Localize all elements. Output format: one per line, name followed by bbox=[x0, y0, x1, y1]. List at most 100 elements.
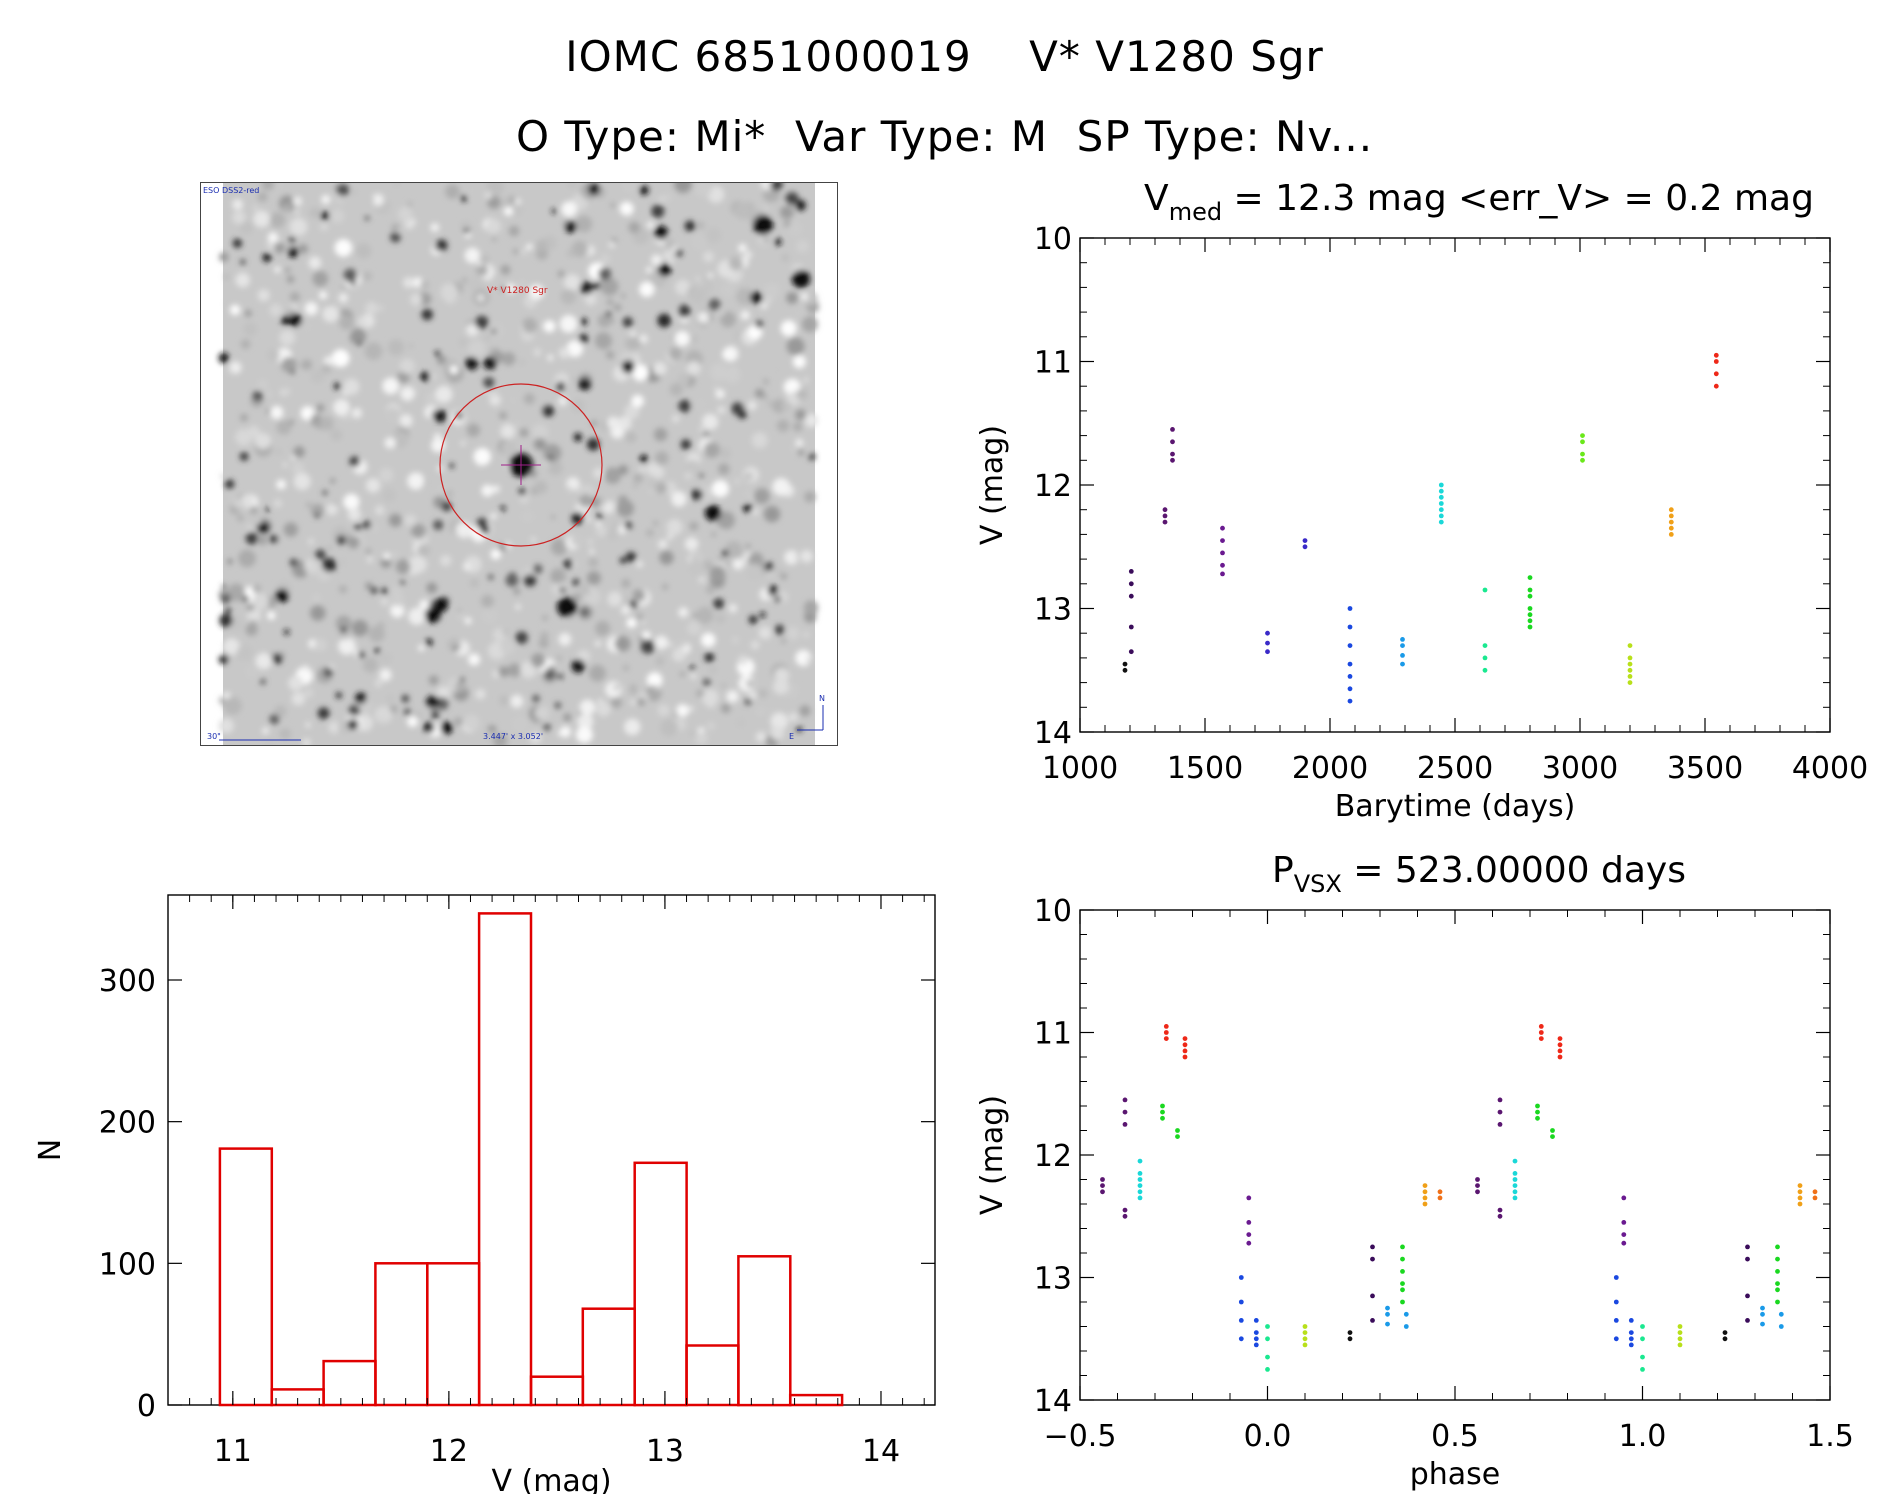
sky-noise-blob bbox=[795, 438, 804, 447]
sky-noise-blob bbox=[270, 405, 284, 420]
sky-noise-blob bbox=[289, 526, 296, 533]
sky-noise-blob bbox=[257, 289, 270, 302]
star bbox=[532, 694, 540, 703]
data-point bbox=[1302, 1342, 1308, 1348]
sky-noise-blob bbox=[515, 421, 521, 426]
bright-star bbox=[425, 607, 441, 623]
data-point bbox=[1347, 698, 1353, 704]
target-label: V* V1280 Sgr bbox=[487, 286, 548, 296]
bright-star bbox=[705, 505, 721, 521]
star bbox=[680, 439, 691, 450]
data-point bbox=[1122, 1207, 1128, 1213]
sky-noise-blob bbox=[748, 552, 764, 568]
sky-noise-blob bbox=[226, 301, 231, 307]
sky-noise-blob bbox=[489, 394, 501, 406]
sky-noise-blob bbox=[575, 726, 593, 744]
histogram-bar bbox=[218, 1147, 274, 1407]
sky-noise-blob bbox=[531, 653, 546, 668]
sky-noise-blob bbox=[408, 607, 426, 625]
star bbox=[275, 588, 289, 603]
sky-noise-blob bbox=[252, 592, 269, 610]
sky-noise-blob bbox=[653, 520, 659, 526]
data-point bbox=[1437, 1195, 1443, 1201]
sky-noise-blob bbox=[585, 516, 592, 523]
sky-noise-blob bbox=[678, 373, 690, 386]
star bbox=[768, 585, 778, 596]
data-point bbox=[1475, 1183, 1480, 1188]
sky-noise-blob bbox=[312, 270, 329, 287]
sky-noise-blob bbox=[595, 521, 601, 527]
sky-noise-blob bbox=[715, 614, 726, 624]
y-tick-label: 14 bbox=[1034, 1384, 1072, 1419]
star bbox=[625, 551, 637, 563]
data-point bbox=[1527, 618, 1533, 624]
bright-star bbox=[753, 215, 773, 235]
sky-noise-blob bbox=[614, 635, 631, 652]
data-point bbox=[1385, 1321, 1390, 1327]
data-point bbox=[1170, 439, 1175, 445]
sky-noise-blob bbox=[286, 275, 295, 284]
star bbox=[563, 559, 573, 569]
sky-noise-blob bbox=[266, 391, 272, 397]
sky-noise-blob bbox=[282, 387, 291, 396]
data-point bbox=[1640, 1324, 1645, 1329]
sky-noise-blob bbox=[558, 396, 568, 406]
star bbox=[430, 710, 440, 719]
sky-noise-blob bbox=[513, 435, 518, 440]
sky-noise-blob bbox=[795, 409, 807, 421]
star bbox=[483, 356, 497, 370]
sky-noise-blob bbox=[302, 665, 309, 672]
star bbox=[678, 399, 691, 413]
sky-noise-blob bbox=[461, 277, 468, 284]
star bbox=[370, 587, 378, 594]
sky-noise-blob bbox=[223, 638, 240, 656]
sky-noise-blob bbox=[281, 357, 297, 373]
panel-title-main: V bbox=[1144, 178, 1169, 219]
sky-noise-blob bbox=[625, 431, 638, 444]
data-point bbox=[1668, 507, 1674, 513]
sky-noise-blob bbox=[618, 464, 629, 475]
sky-noise-blob bbox=[590, 496, 602, 507]
sky-noise-blob bbox=[330, 429, 343, 441]
data-point bbox=[1797, 1189, 1803, 1195]
sky-noise-blob bbox=[660, 718, 678, 737]
data-point bbox=[1535, 1103, 1540, 1109]
star bbox=[434, 351, 441, 357]
star bbox=[357, 341, 362, 346]
star bbox=[518, 488, 526, 496]
sky-noise-blob bbox=[734, 717, 747, 729]
sky-noise-blob bbox=[492, 670, 501, 678]
sky-noise-blob bbox=[308, 256, 322, 270]
sky-noise-blob bbox=[235, 272, 250, 288]
sky-noise-blob bbox=[774, 667, 790, 683]
data-point bbox=[1347, 643, 1353, 648]
sky-noise-blob bbox=[500, 639, 516, 655]
star bbox=[622, 317, 633, 328]
sky-noise-blob bbox=[240, 413, 248, 422]
data-point bbox=[1137, 1183, 1143, 1188]
sky-noise-blob bbox=[445, 184, 460, 199]
sky-noise-blob bbox=[566, 249, 576, 258]
sky-noise-blob bbox=[633, 483, 638, 488]
sky-noise-blob bbox=[709, 565, 726, 582]
sky-noise-blob bbox=[730, 365, 737, 372]
sky-noise-blob bbox=[388, 513, 402, 527]
data-point bbox=[1760, 1311, 1765, 1317]
sky-noise-blob bbox=[607, 591, 623, 607]
star bbox=[689, 665, 695, 671]
sky-noise-blob bbox=[364, 342, 383, 360]
sky-noise-blob bbox=[716, 511, 735, 530]
star bbox=[475, 315, 489, 330]
data-point bbox=[1438, 519, 1444, 525]
figure-subtitle: O Type: Mi* Var Type: M SP Type: Nv... bbox=[515, 112, 1374, 161]
data-point bbox=[1220, 525, 1225, 531]
sky-noise-blob bbox=[240, 339, 251, 350]
data-point bbox=[1162, 519, 1168, 525]
data-point bbox=[1400, 643, 1405, 648]
data-point bbox=[1385, 1311, 1390, 1317]
star bbox=[336, 535, 347, 545]
x-tick-label: 2000 bbox=[1292, 751, 1368, 786]
sky-noise-blob bbox=[229, 304, 241, 316]
sky-noise-blob bbox=[224, 274, 230, 280]
sky-noise-blob bbox=[517, 280, 527, 290]
